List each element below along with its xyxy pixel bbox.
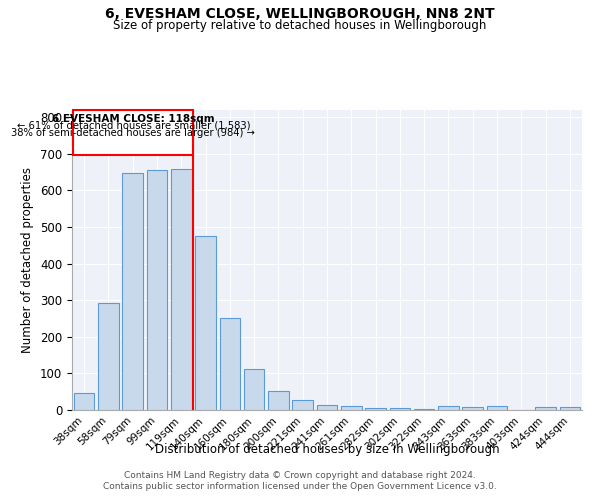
Bar <box>365 408 386 410</box>
Bar <box>73 110 193 154</box>
Bar <box>341 406 362 410</box>
Bar <box>389 408 410 410</box>
Bar <box>292 400 313 410</box>
Text: Contains public sector information licensed under the Open Government Licence v3: Contains public sector information licen… <box>103 482 497 491</box>
Bar <box>438 406 459 410</box>
Text: ← 61% of detached houses are smaller (1,583): ← 61% of detached houses are smaller (1,… <box>17 121 250 131</box>
Text: Contains HM Land Registry data © Crown copyright and database right 2024.: Contains HM Land Registry data © Crown c… <box>124 471 476 480</box>
Bar <box>74 393 94 410</box>
Bar <box>535 407 556 410</box>
Bar <box>195 236 216 410</box>
Bar <box>171 168 191 410</box>
Bar <box>317 404 337 410</box>
Text: 6 EVESHAM CLOSE: 118sqm: 6 EVESHAM CLOSE: 118sqm <box>52 114 215 124</box>
Bar <box>463 407 483 410</box>
Bar <box>487 406 508 410</box>
Y-axis label: Number of detached properties: Number of detached properties <box>22 167 34 353</box>
Bar <box>560 407 580 410</box>
Text: Size of property relative to detached houses in Wellingborough: Size of property relative to detached ho… <box>113 18 487 32</box>
Text: 38% of semi-detached houses are larger (984) →: 38% of semi-detached houses are larger (… <box>11 128 255 138</box>
Bar <box>268 391 289 410</box>
Text: Distribution of detached houses by size in Wellingborough: Distribution of detached houses by size … <box>155 442 499 456</box>
Bar <box>220 318 240 410</box>
Text: 6, EVESHAM CLOSE, WELLINGBOROUGH, NN8 2NT: 6, EVESHAM CLOSE, WELLINGBOROUGH, NN8 2N… <box>105 8 495 22</box>
Bar <box>98 303 119 410</box>
Bar <box>122 173 143 410</box>
Bar <box>244 368 265 410</box>
Bar <box>414 408 434 410</box>
Bar <box>146 170 167 410</box>
